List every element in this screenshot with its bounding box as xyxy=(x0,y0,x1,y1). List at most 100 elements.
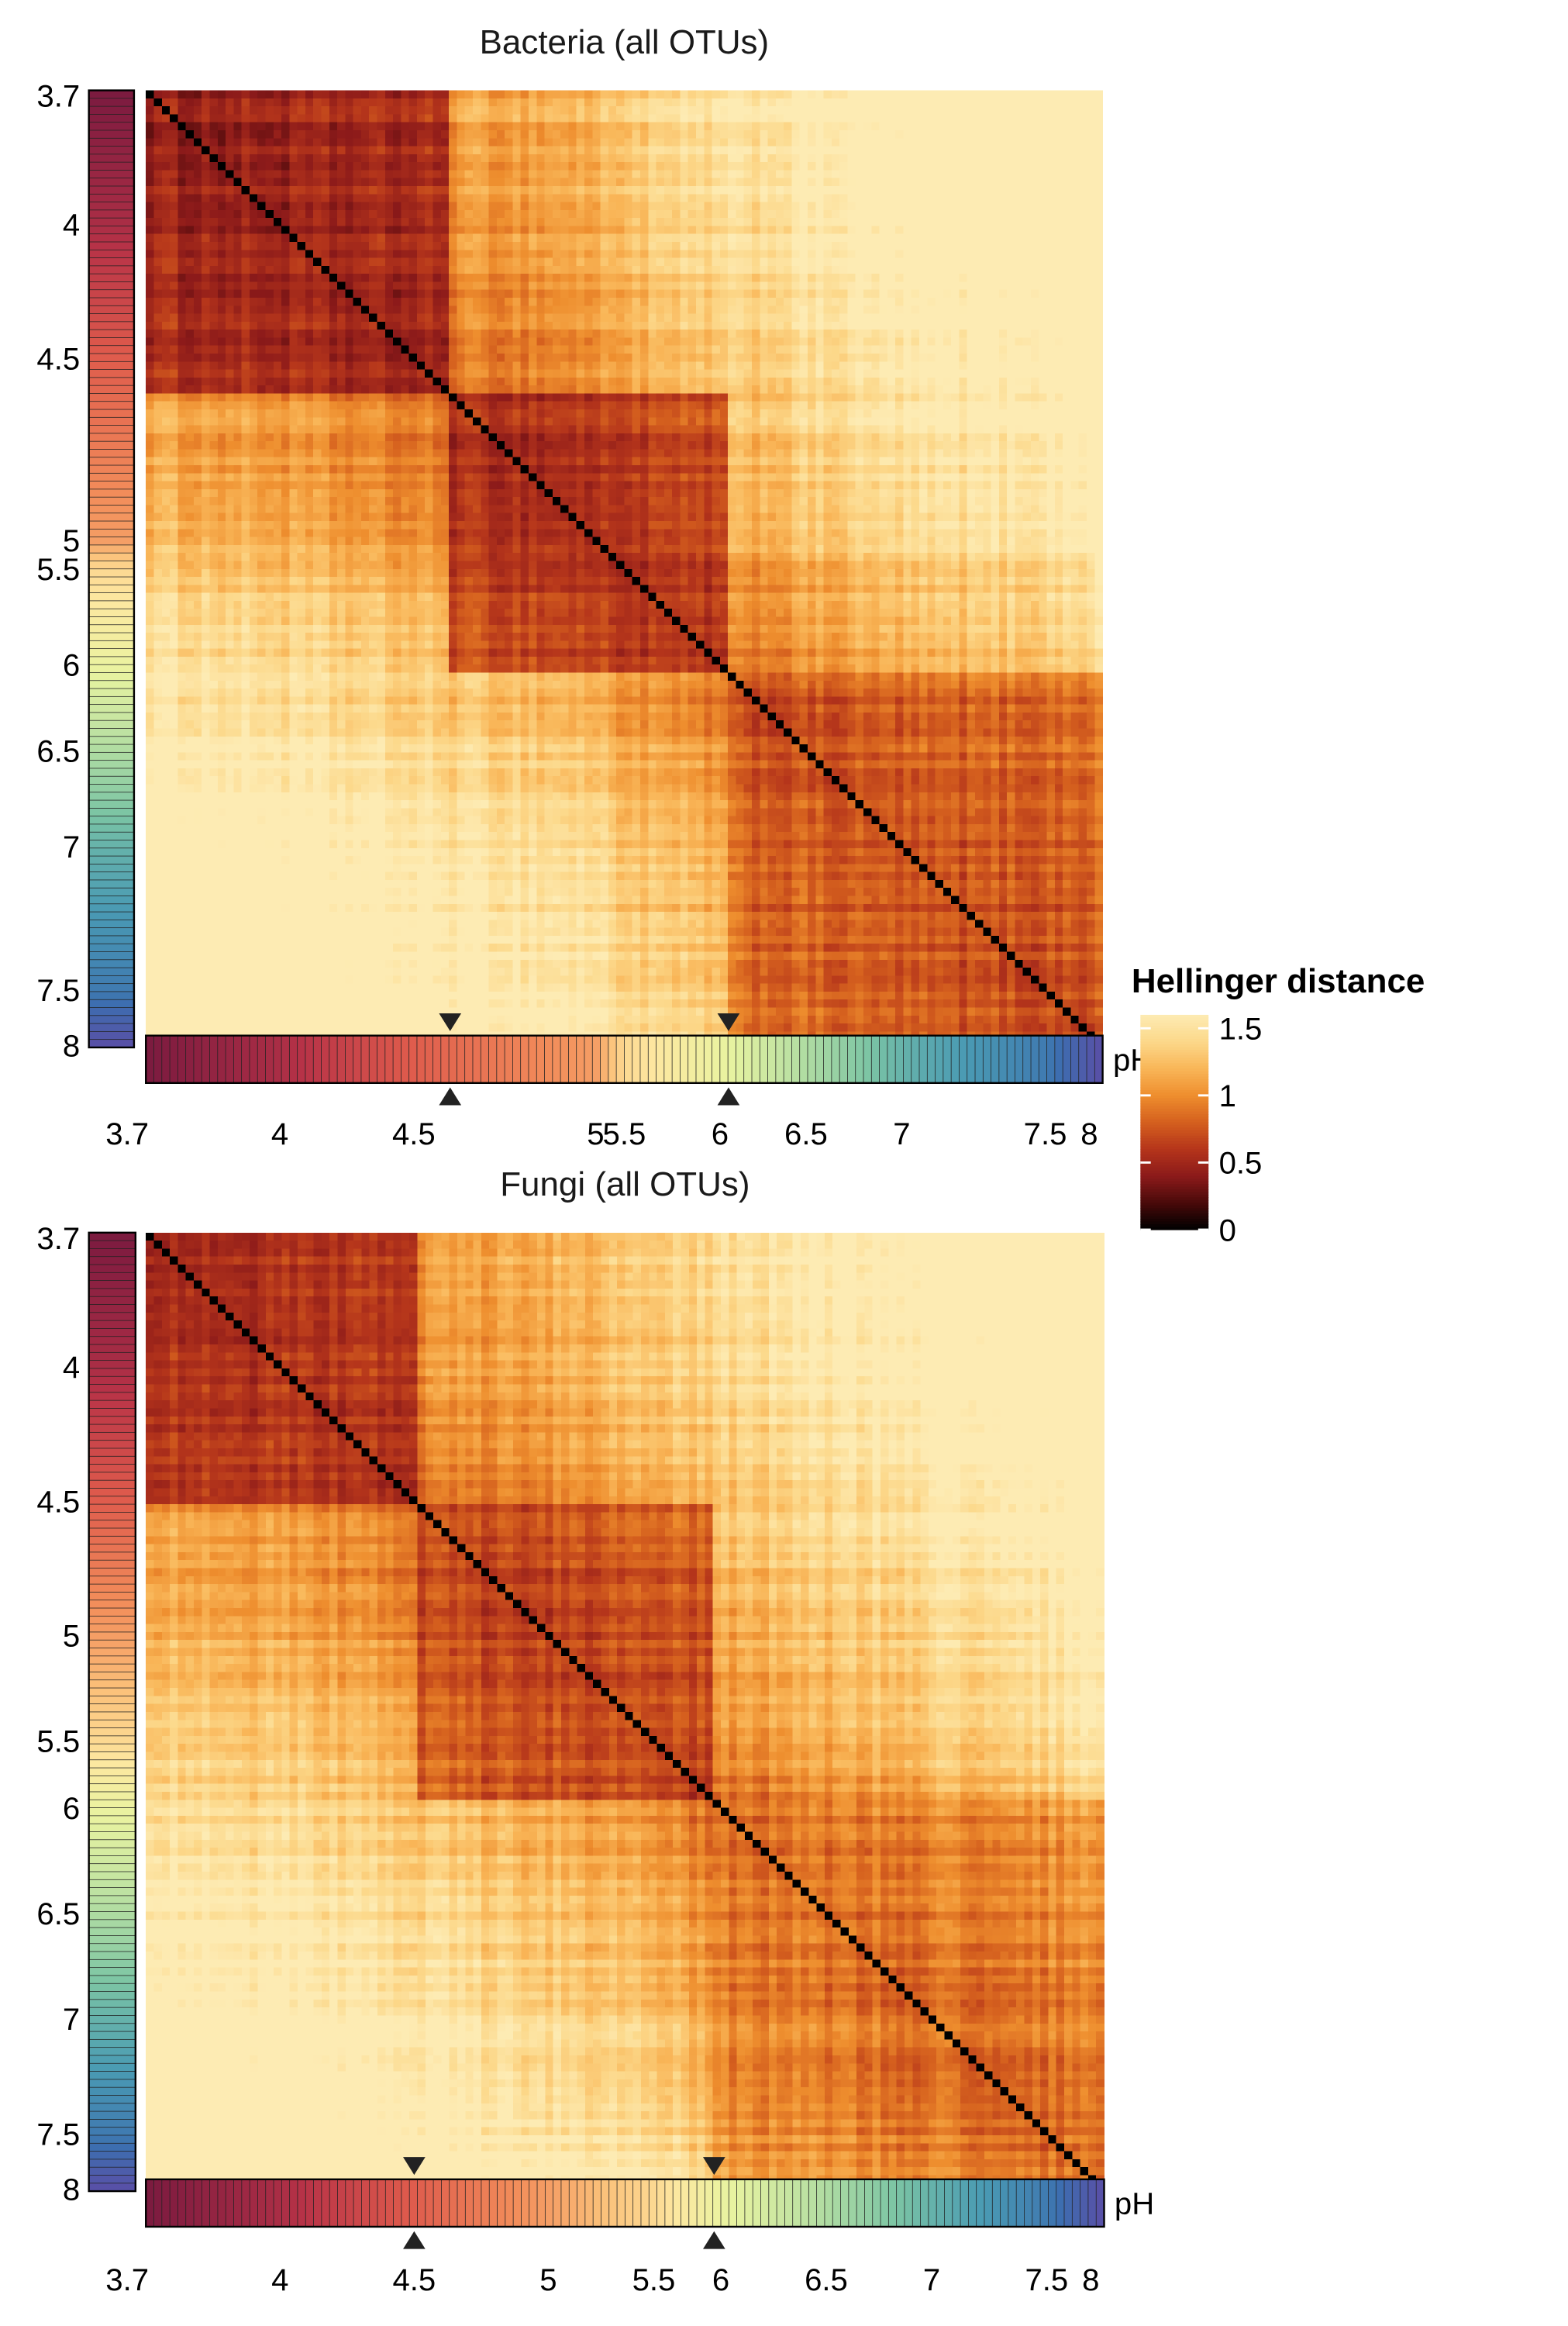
heatmap-cell xyxy=(313,202,322,211)
heatmap-cell xyxy=(791,330,801,339)
heatmap-cell xyxy=(672,409,681,418)
heatmap-cell xyxy=(663,369,673,378)
heatmap-cell xyxy=(991,377,1000,386)
heatmap-cell xyxy=(552,330,561,339)
heatmap-cell xyxy=(863,393,872,402)
heatmap-cell xyxy=(736,114,745,123)
heatmap-cell xyxy=(1046,106,1056,115)
heatmap-cell xyxy=(369,281,378,291)
heatmap-cell xyxy=(576,106,585,115)
heatmap-cell xyxy=(799,298,808,306)
heatmap-cell xyxy=(863,330,872,339)
heatmap-cell xyxy=(767,170,777,179)
heatmap-cell xyxy=(241,305,250,315)
heatmap-cell xyxy=(536,242,546,250)
heatmap-cell xyxy=(728,226,737,235)
heatmap-cell xyxy=(1063,185,1072,195)
heatmap-cell xyxy=(688,162,697,171)
heatmap-cell xyxy=(998,313,1008,323)
heatmap-cell xyxy=(472,233,481,243)
heatmap-cell xyxy=(281,129,290,139)
heatmap-cell xyxy=(321,321,330,330)
heatmap-cell xyxy=(791,369,801,378)
heatmap-cell xyxy=(935,330,944,339)
heatmap-cell xyxy=(528,138,537,147)
heatmap-cell xyxy=(998,202,1008,211)
heatmap-cell xyxy=(863,361,872,371)
figure-body: Bacteria (all OTUs)pH3.73.7444.54.5555.5… xyxy=(36,23,1425,2297)
heatmap-cell xyxy=(353,218,362,227)
heatmap-cell xyxy=(161,122,171,131)
heatmap-cell xyxy=(1054,178,1063,187)
heatmap-cell xyxy=(807,305,816,315)
heatmap-cell xyxy=(959,289,968,299)
heatmap-cell xyxy=(736,233,745,243)
heatmap-cell xyxy=(464,170,474,179)
heatmap-cell xyxy=(1094,281,1104,291)
heatmap-cell xyxy=(209,330,219,339)
heatmap-cell xyxy=(161,274,171,283)
heatmap-cell xyxy=(831,257,840,267)
heatmap-cell xyxy=(839,289,849,299)
heatmap-cell xyxy=(185,409,195,418)
heatmap-cell xyxy=(911,170,920,179)
heatmap-cell xyxy=(767,202,777,211)
heatmap-cell xyxy=(337,401,346,410)
heatmap-cell xyxy=(568,106,577,115)
heatmap-cell xyxy=(663,321,673,330)
heatmap-cell xyxy=(639,377,649,386)
heatmap-cell xyxy=(505,185,513,195)
heatmap-cell xyxy=(464,154,474,163)
heatmap-cell xyxy=(935,385,944,395)
heatmap-cell xyxy=(600,209,609,219)
heatmap-cell xyxy=(743,330,753,339)
heatmap-cell xyxy=(1007,274,1016,283)
heatmap-cell xyxy=(544,178,553,187)
heatmap-cell xyxy=(449,233,457,243)
heatmap-cell xyxy=(472,154,481,163)
heatmap-cell xyxy=(1094,257,1104,267)
heatmap-cell xyxy=(791,185,801,195)
heatmap-cell xyxy=(663,257,673,267)
heatmap-cell xyxy=(919,185,928,195)
heatmap-cell xyxy=(449,218,457,227)
heatmap-cell xyxy=(775,281,784,291)
heatmap-cell xyxy=(257,226,267,235)
heatmap-cell xyxy=(153,122,163,131)
heatmap-cell xyxy=(488,298,498,306)
heatmap-cell xyxy=(249,250,258,259)
heatmap-cell xyxy=(600,409,609,418)
heatmap-cell xyxy=(249,321,258,330)
heatmap-cell xyxy=(879,122,888,131)
heatmap-cell xyxy=(425,226,434,235)
heatmap-cell xyxy=(943,170,952,179)
heatmap-cell xyxy=(712,209,721,219)
heatmap-cell xyxy=(416,146,426,155)
heatmap-cell xyxy=(1070,114,1080,123)
heatmap-cell xyxy=(432,202,442,211)
heatmap-cell xyxy=(991,257,1000,267)
heatmap-cell xyxy=(177,393,187,402)
heatmap-cell xyxy=(879,393,888,402)
heatmap-cell xyxy=(576,90,585,99)
heatmap-cell xyxy=(967,122,976,131)
heatmap-cell xyxy=(592,202,601,211)
heatmap-cell xyxy=(648,233,657,243)
heatmap-cell xyxy=(202,385,211,395)
heatmap-cell xyxy=(1039,170,1048,179)
heatmap-cell xyxy=(760,305,769,315)
heatmap-cell xyxy=(360,274,370,283)
heatmap-cell xyxy=(544,162,553,171)
heatmap-cell xyxy=(353,354,362,362)
heatmap-cell xyxy=(1007,122,1016,131)
heatmap-cell xyxy=(967,209,976,219)
heatmap-cell xyxy=(895,281,905,291)
heatmap-cell xyxy=(895,409,905,418)
heatmap-cell xyxy=(847,265,856,274)
heatmap-cell xyxy=(791,354,801,362)
heatmap-cell xyxy=(903,98,912,107)
heatmap-cell xyxy=(472,226,481,235)
heatmap-cell xyxy=(432,305,442,315)
heatmap-cell xyxy=(815,218,825,227)
heatmap-cell xyxy=(273,178,282,187)
